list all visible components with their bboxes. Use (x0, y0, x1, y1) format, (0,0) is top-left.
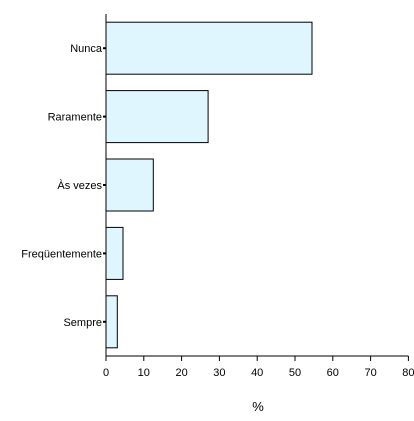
category-label-0: Nunca (70, 43, 103, 55)
x-tick-label-6: 60 (327, 367, 339, 379)
x-tick-label-3: 30 (213, 367, 225, 379)
x-tick-label-1: 10 (138, 367, 150, 379)
x-tick-label-0: 0 (103, 367, 109, 379)
bar-0 (105, 21, 313, 75)
labels: Nunca Raramente Às vezes Freqüentemente Semp… (21, 43, 414, 379)
category-label-3: Freqüentemente (21, 248, 102, 260)
bar-1 (105, 90, 209, 144)
category-label-4: Sempre (63, 317, 102, 329)
bar-4 (105, 295, 118, 349)
x-tick-label-7: 70 (364, 367, 376, 379)
bar-2 (105, 158, 154, 212)
axes (103, 14, 409, 361)
x-tick-label-4: 40 (251, 367, 263, 379)
x-axis-title: % (252, 399, 264, 414)
x-tick-label-2: 20 (175, 367, 187, 379)
category-label-2: Às vezes (57, 179, 102, 192)
bar-3 (105, 226, 124, 280)
x-tick-label-8: 80 (402, 367, 414, 379)
x-tick-label-5: 50 (289, 367, 301, 379)
category-label-1: Raramente (48, 112, 102, 124)
bars (105, 21, 313, 349)
